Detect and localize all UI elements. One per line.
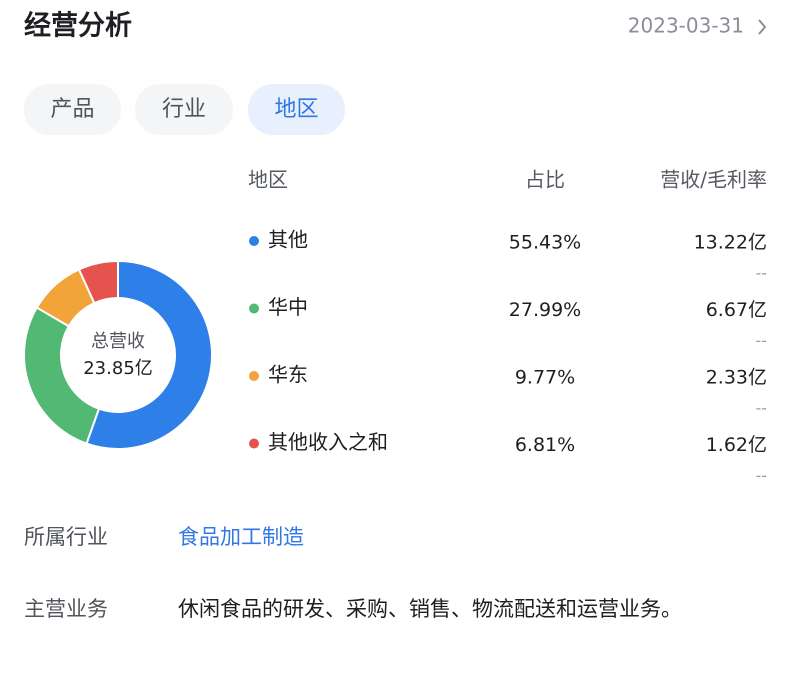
tab-label[interactable]: 地区	[274, 97, 318, 122]
donut-segment	[77, 259, 119, 305]
region-name: 其他收入之和	[268, 430, 388, 454]
margin: --	[755, 466, 767, 485]
share-label: 55.43%	[509, 232, 581, 254]
region-name: 华东	[268, 363, 308, 387]
info-label: 所属行业	[24, 525, 108, 549]
margin: --	[755, 331, 767, 350]
revenue: 6.67亿	[706, 299, 767, 321]
legend-dot	[249, 371, 259, 381]
table-header: 占比	[525, 168, 565, 192]
table-header: 地区	[248, 168, 288, 192]
margin: --	[755, 399, 767, 418]
donut-center-value: 23.85亿	[83, 358, 153, 379]
chevron[interactable]	[758, 19, 767, 35]
legend-dot	[249, 236, 259, 246]
share-label: 27.99%	[509, 299, 581, 321]
revenue: 13.22亿	[694, 232, 767, 254]
revenue: 2.33亿	[706, 367, 767, 389]
tab-button[interactable]	[135, 84, 233, 135]
business-text: 休闲食品的研发、采购、销售、物流配送和运营业务。	[178, 597, 682, 621]
donut-center-label: 总营收	[91, 331, 145, 352]
revenue: 1.62亿	[706, 434, 767, 456]
share-label: 6.81%	[515, 434, 575, 456]
legend-dot	[249, 438, 259, 449]
tab-label[interactable]: 行业	[162, 97, 206, 122]
tab-button[interactable]	[24, 84, 121, 135]
industry-link[interactable]: 食品加工制造	[178, 525, 304, 549]
share-label: 9.77%	[515, 367, 575, 389]
region-name: 其他	[268, 228, 308, 252]
legend-dot	[249, 303, 259, 314]
tab-label[interactable]: 产品	[50, 97, 94, 122]
date[interactable]: 2023-03-31	[628, 14, 744, 38]
donut-segment	[85, 259, 213, 450]
title: 经营分析	[24, 10, 132, 42]
margin: --	[755, 264, 767, 283]
info-label: 主营业务	[24, 597, 108, 621]
region-name: 华中	[268, 295, 308, 319]
tab-button[interactable]	[248, 84, 345, 135]
table-header: 营收/毛利率	[660, 168, 767, 192]
donut-segment	[23, 306, 101, 445]
